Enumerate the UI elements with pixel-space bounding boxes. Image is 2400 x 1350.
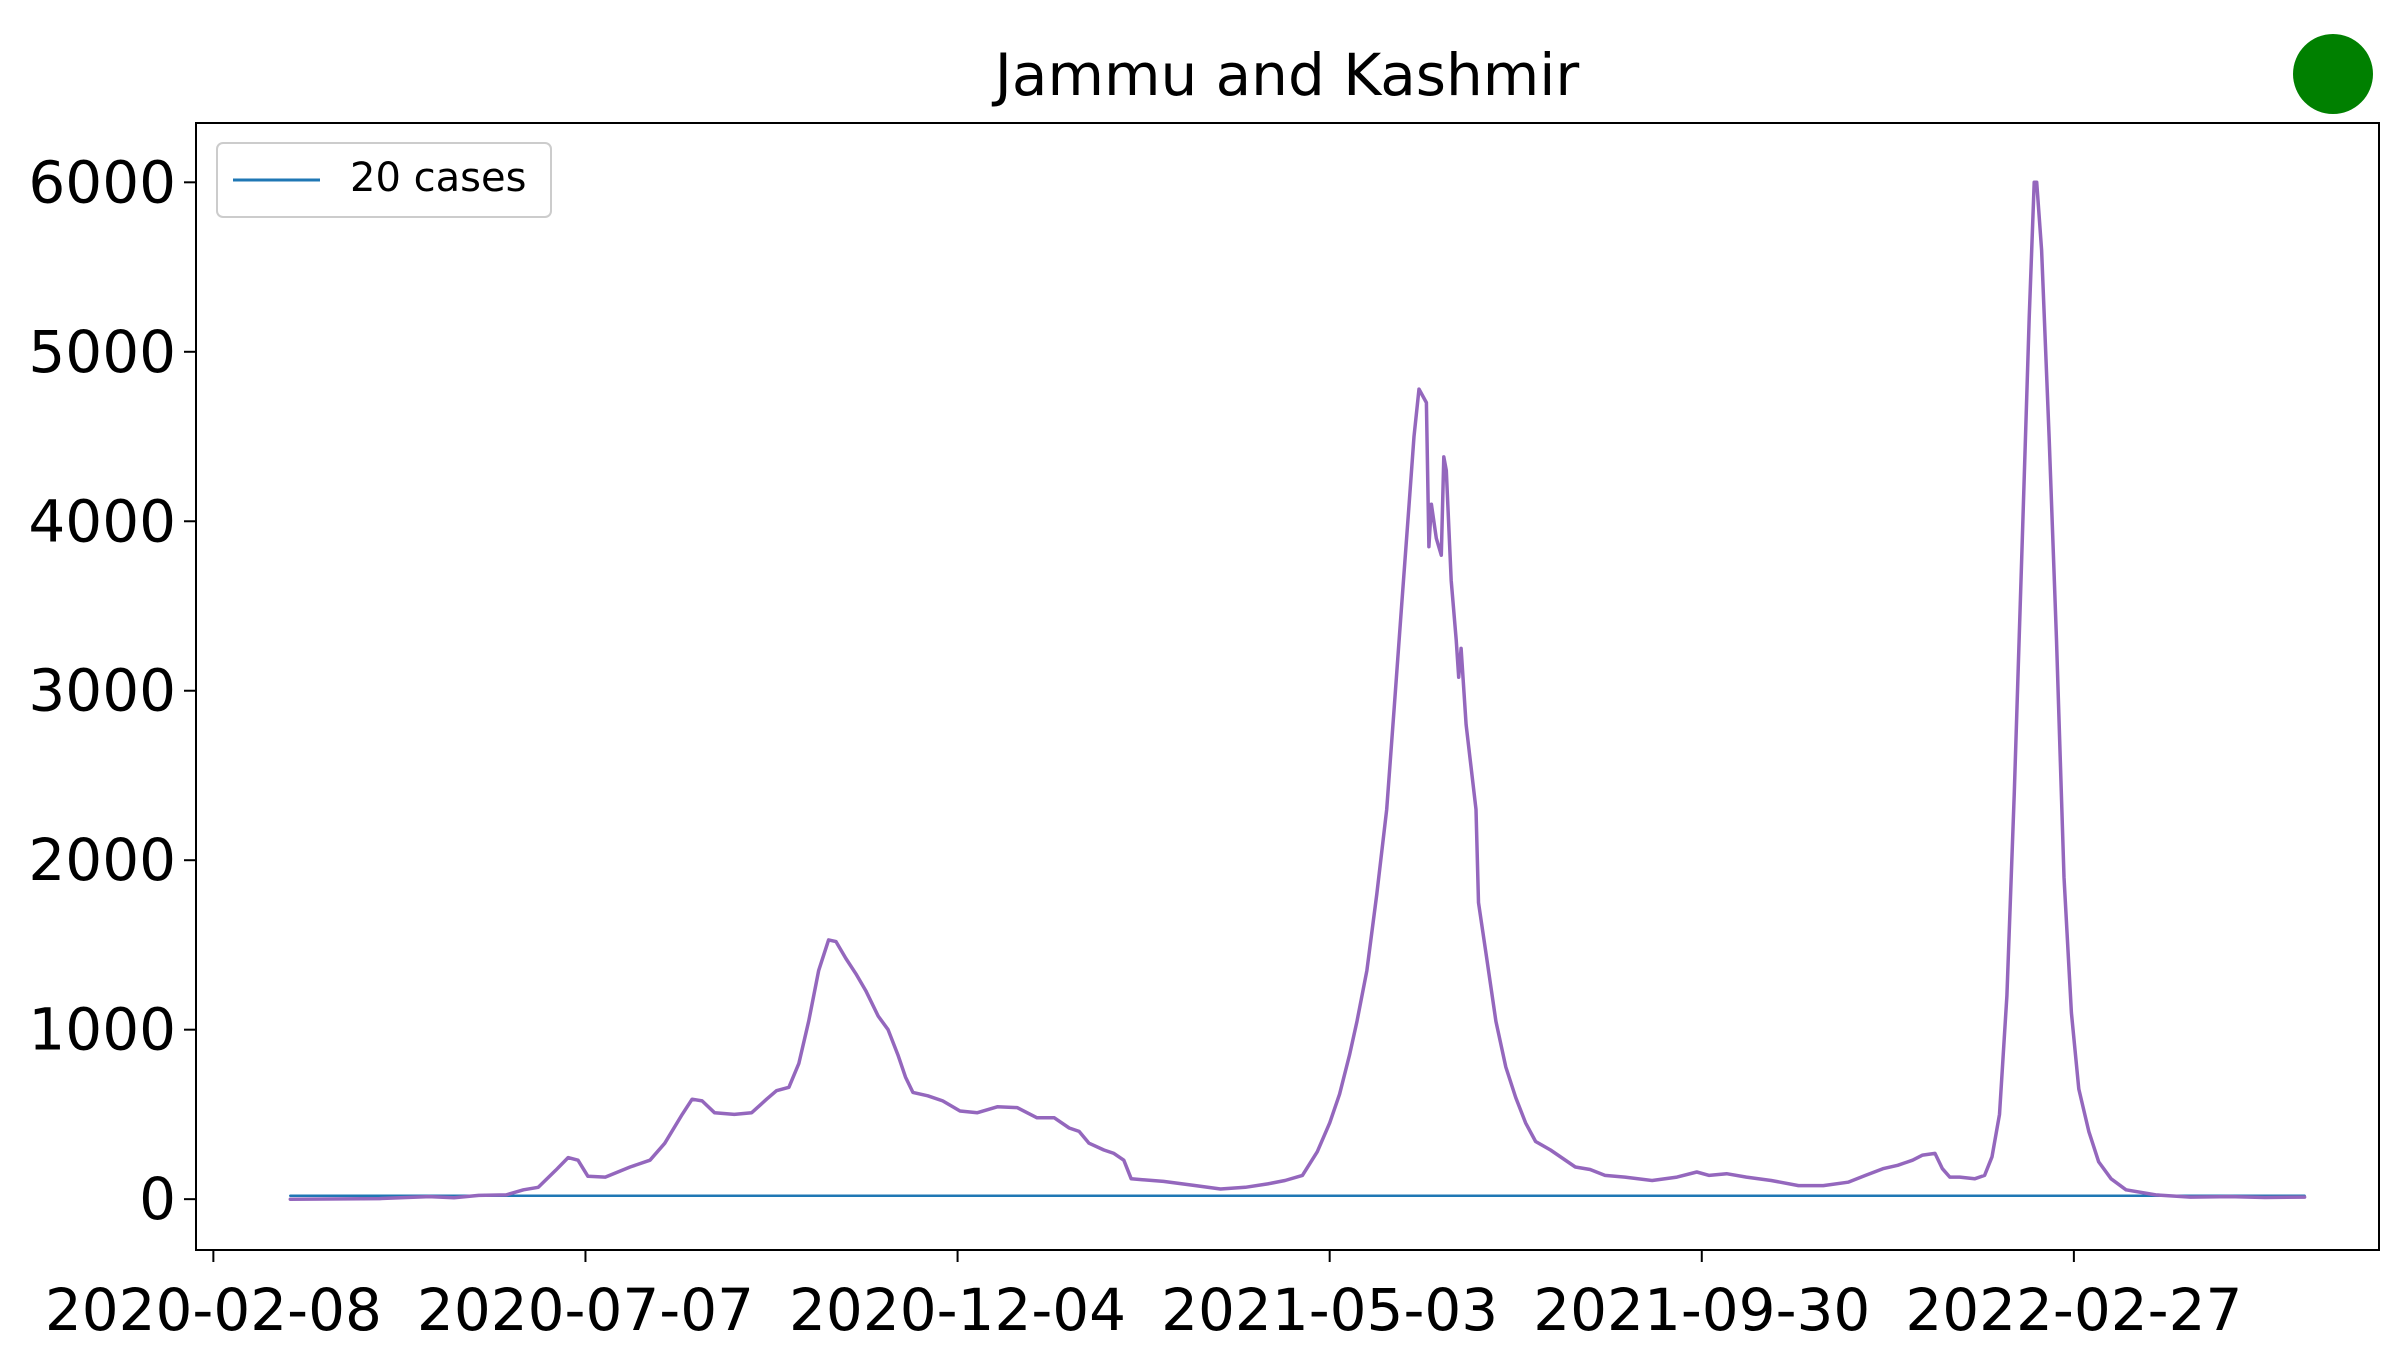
plot-area [195, 122, 2380, 1251]
x-tick-label: 2020-07-07 [417, 1276, 754, 1344]
y-tick-label: 4000 [28, 487, 176, 555]
y-tick-label: 3000 [28, 657, 176, 725]
series-line-1 [288, 180, 2307, 1201]
series-layer [288, 180, 2307, 1201]
x-tick-label: 2022-02-27 [1905, 1276, 2242, 1344]
legend-box [216, 142, 552, 218]
x-axis: 2020-02-08 2020-07-07 2020-12-04 2021-05-03… [45, 1250, 2242, 1344]
status-indicator [2293, 34, 2373, 114]
legend-label: 20 cases [350, 155, 526, 201]
chart-title: Jammu and Kashmir [992, 41, 1580, 109]
y-axis: 0 1000 2000 3000 4000 5000 6000 [28, 148, 196, 1233]
x-tick-label: 2020-12-04 [789, 1276, 1126, 1344]
x-tick-label: 2021-09-30 [1533, 1276, 1870, 1344]
x-tick-label: 2021-05-03 [1161, 1276, 1498, 1344]
y-tick-label: 0 [139, 1165, 176, 1233]
y-tick-label: 1000 [28, 996, 176, 1064]
y-tick-label: 6000 [28, 148, 176, 216]
x-tick-label: 2020-02-08 [45, 1276, 382, 1344]
y-tick-label: 5000 [28, 318, 176, 386]
legend: 20 cases [216, 142, 552, 218]
y-tick-label: 2000 [28, 826, 176, 894]
